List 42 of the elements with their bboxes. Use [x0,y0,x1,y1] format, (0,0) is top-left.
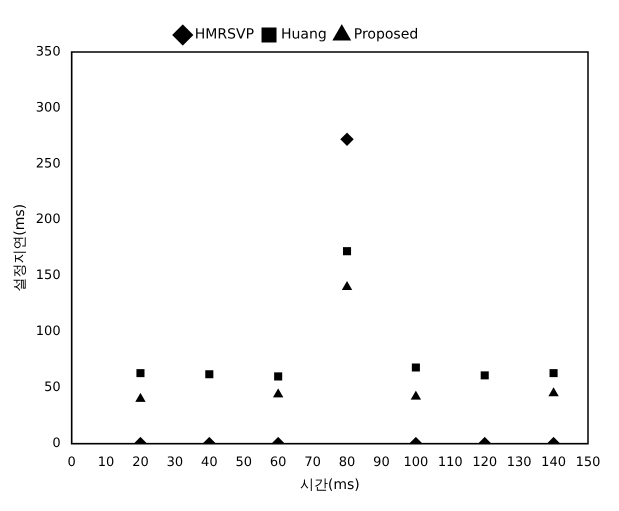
x-tick-label: 40 [201,454,218,470]
point [342,247,352,256]
x-tick-label: 130 [506,454,532,470]
x-tick-label: 100 [403,454,428,470]
x-axis-title: 시간(ms) [300,477,360,494]
y-tick-label: 0 [52,436,61,451]
x-tick-label: 140 [541,454,566,470]
x-tick-label: 120 [472,454,498,470]
point [550,369,558,378]
x-tick-label: 30 [166,454,184,470]
y-tick-label: 150 [36,268,61,284]
y-tick-label: 200 [36,212,61,228]
point [136,393,146,402]
x-tick-label: 150 [576,454,600,470]
point [205,370,214,378]
y-tick-label: 300 [36,100,61,116]
point [273,388,283,398]
y-axis-title: 설정지연(ms) [12,204,28,292]
point [274,372,282,381]
point [411,391,421,400]
point [412,363,420,372]
x-tick-label: 80 [338,454,356,470]
legend-label: Proposed [354,26,418,43]
y-tick-label: 100 [36,324,61,340]
y-tick-label: 350 [36,44,61,60]
y-tick-label: 50 [44,380,61,396]
point [136,369,144,378]
point [342,281,352,290]
x-tick-label: 50 [235,454,252,470]
x-tick-label: 60 [270,454,286,470]
legend-label: Huang [281,26,327,43]
x-tick-label: 10 [98,454,114,470]
x-tick-label: 110 [438,454,463,470]
x-tick-label: 70 [304,454,321,470]
point [548,388,558,396]
x-tick-label: 90 [373,454,390,470]
x-tick-label: 20 [132,454,149,470]
point [480,371,489,380]
x-tick-label: 0 [67,454,76,470]
legend-label: HMRSVP [194,26,254,43]
y-tick-label: 250 [36,156,61,172]
point [340,132,354,146]
